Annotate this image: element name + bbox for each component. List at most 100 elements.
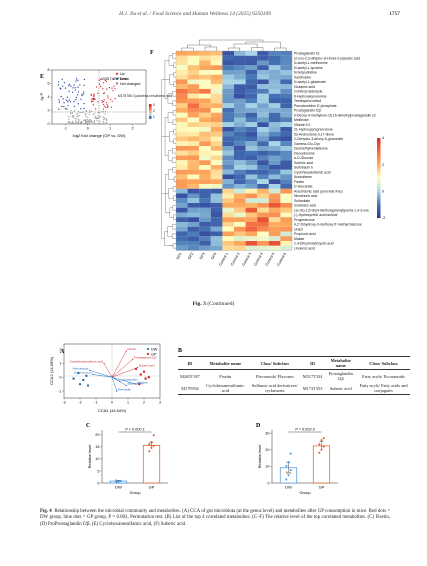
heatmap-cell — [222, 93, 235, 99]
heatmap-cell — [187, 184, 200, 189]
heatmap-cell — [187, 231, 200, 237]
volcano-point-up — [103, 99, 105, 101]
volcano-point-down — [61, 105, 63, 107]
volcano-point-down — [73, 84, 75, 86]
bar-y-tick-label: 20 — [265, 448, 269, 452]
bar-x-axis-label: Group — [299, 490, 311, 495]
heatmap-cell — [210, 55, 223, 61]
heatmap-cell — [234, 60, 246, 66]
bar-point — [148, 443, 151, 446]
volcano-point — [105, 119, 107, 122]
table-header-class-2: Class/ Subclass — [369, 360, 398, 366]
volcano-point-up — [107, 97, 109, 99]
volcano-point — [94, 123, 96, 125]
heatmap-cell — [222, 108, 235, 113]
panel-a-label: A — [60, 349, 65, 355]
volcano-point-down — [75, 98, 77, 101]
heatmap-cell — [234, 188, 246, 194]
table-header-name-1: Metabolite name — [209, 360, 242, 366]
bar-y-tick-label: 5 — [97, 469, 99, 473]
volcano-point-down — [62, 85, 64, 88]
heatmap-cell — [245, 179, 258, 185]
heatmap-cell — [257, 98, 269, 104]
heatmap-cell — [222, 51, 235, 56]
heatmap-cell — [234, 55, 246, 61]
heatmap-cell — [245, 222, 258, 227]
heatmap-cell — [280, 55, 293, 61]
volcano-point-down — [58, 108, 60, 110]
heatmap-cell — [176, 146, 188, 151]
heatmap-cell — [176, 136, 188, 142]
cca-point-dw — [72, 377, 75, 380]
heatmap-cell — [187, 146, 200, 151]
cca-x-axis-label: CCA1 (44.54%) — [98, 408, 127, 413]
heatmap-cell — [187, 165, 200, 170]
heatmap-cell — [176, 155, 188, 161]
heatmap-cell — [257, 179, 269, 185]
volcano-point-down — [73, 100, 75, 103]
cca-arrow-head — [116, 390, 118, 392]
heatmap-cell — [268, 89, 281, 94]
heatmap-colorbar-cell — [377, 152, 381, 155]
heatmap-row-label: Malate — [294, 237, 304, 241]
cca-x-tick-label: -1 — [94, 401, 97, 405]
heatmap-colorbar-cell — [377, 154, 381, 157]
heatmap-cell — [257, 127, 269, 132]
heatmap-cell — [222, 160, 235, 166]
volcano-point — [80, 111, 82, 113]
heatmap-cell — [257, 79, 269, 85]
heatmap-cell — [234, 212, 246, 218]
cca-arrow-label: Cyclohexanesulfamic acid — [70, 360, 104, 364]
volcano-point-up — [94, 98, 96, 100]
volcano-point — [72, 121, 74, 123]
heatmap-cell — [268, 203, 281, 208]
volcano-point — [73, 123, 75, 125]
volcano-point-down — [77, 103, 79, 105]
heatmap-cell — [234, 207, 246, 213]
heatmap-cell — [268, 127, 281, 132]
volcano-point-down — [57, 81, 60, 83]
cca-arrow-label: Fisetin — [127, 347, 136, 351]
heatmap-row-label: Prostaglandin f2β — [294, 109, 321, 113]
heatmap-cell — [234, 203, 246, 208]
volcano-x-tick-label: 2 — [132, 127, 134, 131]
heatmap-cell — [268, 136, 281, 142]
volcano-point-up — [103, 100, 105, 103]
volcano-point — [68, 118, 70, 120]
volcano-point-down — [63, 82, 66, 84]
cca-point-gp — [147, 376, 150, 379]
heatmap-cell — [280, 74, 293, 80]
heatmap-cell — [280, 93, 293, 99]
heatmap-row-label: N-acetyl-L-methionine — [294, 61, 328, 65]
heatmap-cell — [199, 155, 211, 161]
heatmap-cell — [280, 117, 293, 123]
cca-arrow — [111, 367, 138, 378]
heatmap-cell — [268, 212, 281, 218]
heatmap-cell — [234, 174, 246, 180]
heatmap-cell — [257, 203, 269, 208]
cca-arrow-head — [89, 369, 91, 371]
bar-point — [150, 446, 153, 449]
heatmap-colorbar-cell — [377, 164, 381, 167]
panel-e-label: E — [40, 74, 44, 80]
cca-point-dw — [86, 384, 90, 387]
volcano-point-up — [105, 80, 108, 83]
heatmap-cell — [199, 122, 211, 128]
volcano-point-up — [98, 79, 100, 81]
cca-arrows: Fisetin Prostaglandin f2β Cyclohexanesulfa… — [70, 347, 157, 392]
heatmap-cell — [268, 222, 281, 227]
volcano-point-up — [101, 99, 103, 102]
heatmap-cell — [245, 231, 258, 237]
cca-arrow-label: Alistipes — [136, 380, 148, 384]
heatmap-cells — [175, 50, 293, 251]
heatmap-row-label: 9-Deoxy-9-methylene-16,16-dimethylprosta… — [294, 113, 376, 117]
volcano-y-ticks: 0 2 4 6 8 — [48, 68, 52, 126]
heatmap-cell — [210, 188, 223, 194]
heatmap-cell — [199, 84, 211, 90]
volcano-point — [74, 117, 76, 119]
volcano-point-down — [68, 83, 71, 86]
volcano-annotation-cyclohexa: M178T66 Cyclohexa-nesulfamic acid — [118, 94, 172, 98]
heatmap-cell — [280, 184, 293, 189]
heatmap-row-label: Xanthosine — [294, 75, 311, 79]
